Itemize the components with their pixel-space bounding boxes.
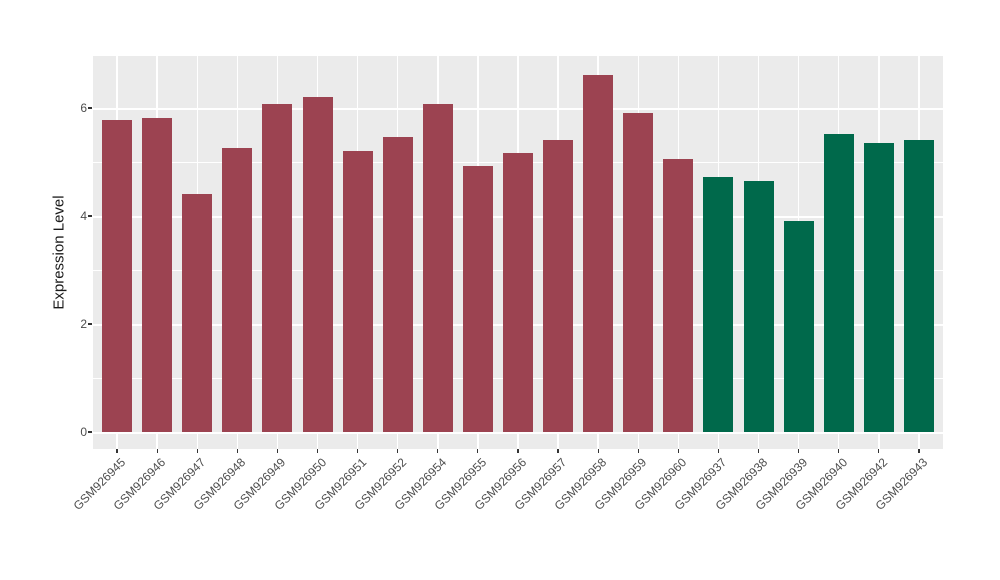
y-tick-mark (88, 107, 92, 109)
x-tick-mark (798, 449, 800, 453)
x-tick-mark (557, 449, 559, 453)
x-tick-mark (677, 449, 679, 453)
bar-GSM926943 (903, 140, 934, 432)
bar-GSM926949 (262, 104, 293, 432)
bar-GSM926955 (462, 165, 493, 432)
bar-GSM926958 (583, 75, 614, 432)
x-tick-mark (517, 449, 519, 453)
y-tick-mark (88, 323, 92, 325)
bar-GSM926940 (823, 134, 854, 432)
x-tick-mark (918, 449, 920, 453)
x-tick-mark (357, 449, 359, 453)
y-tick-label-6: 6 (80, 101, 87, 115)
bar-GSM926950 (302, 97, 333, 432)
x-tick-mark (276, 449, 279, 453)
plot-panel (93, 56, 943, 449)
x-tick-mark (316, 449, 319, 453)
y-tick-label-4: 4 (80, 209, 87, 223)
bar-GSM926937 (703, 177, 734, 432)
y-tick-label-2: 2 (80, 317, 87, 331)
bar-GSM926960 (663, 159, 694, 432)
bar-GSM926951 (342, 150, 373, 432)
x-tick-mark (637, 449, 639, 453)
x-tick-mark (878, 449, 880, 453)
bar-GSM926946 (142, 118, 173, 432)
bar-GSM926952 (382, 136, 413, 432)
bar-GSM926956 (503, 152, 533, 432)
x-tick-mark (196, 449, 198, 453)
y-tick-label-0: 0 (80, 425, 87, 439)
x-tick-mark (757, 449, 760, 453)
bar-GSM926947 (182, 193, 213, 432)
y-axis-title: Expression Level (50, 195, 68, 310)
x-tick-mark (477, 449, 479, 453)
x-tick-mark (397, 449, 399, 453)
y-tick-mark (88, 431, 92, 433)
bar-GSM926954 (422, 103, 453, 432)
bar-GSM926942 (863, 143, 894, 432)
x-tick-mark (236, 449, 238, 453)
bar-GSM926939 (783, 221, 814, 432)
x-tick-mark (717, 449, 720, 453)
x-tick-mark (116, 449, 118, 453)
bar-GSM926948 (222, 147, 253, 432)
x-tick-mark (597, 449, 599, 453)
bar-GSM926957 (543, 140, 574, 432)
y-tick-mark (88, 215, 92, 217)
x-tick-mark (156, 449, 158, 453)
bar-GSM926945 (102, 119, 133, 432)
bar-GSM926959 (623, 112, 654, 432)
bar-GSM926938 (743, 181, 774, 432)
x-tick-mark (437, 449, 439, 453)
x-tick-mark (838, 449, 840, 453)
